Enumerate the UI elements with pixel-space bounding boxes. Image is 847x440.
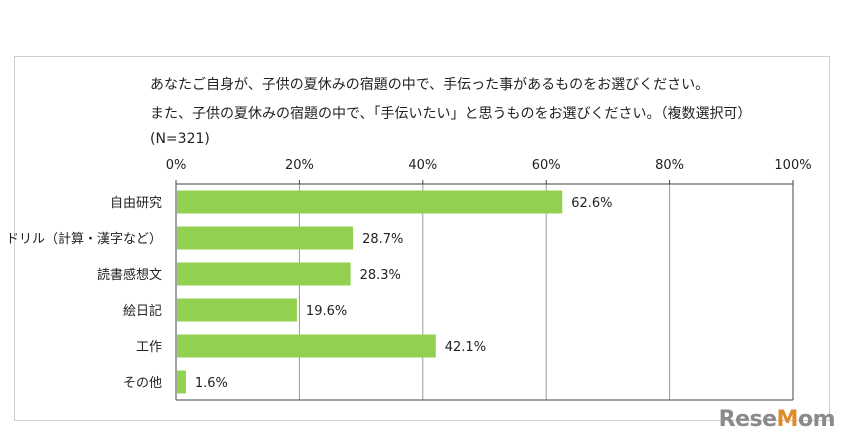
data-label: 28.3% (360, 268, 401, 283)
data-label: 62.6% (571, 196, 612, 211)
bar (177, 190, 563, 214)
category-label: 工作 (136, 340, 162, 355)
bar (177, 334, 436, 358)
x-tick-label: 100% (774, 158, 811, 173)
chart-frame (14, 56, 830, 421)
bar (177, 226, 354, 250)
chart-title-line-2: また、子供の夏休みの宿題の中で、「手伝いたい」と思うものをお選びください。（複数… (150, 106, 752, 122)
data-label: 19.6% (306, 304, 347, 319)
category-label: ドリル（計算・漢字など） (6, 231, 162, 247)
sample-size-label: (N=321) (150, 131, 210, 147)
x-tick-label: 40% (408, 158, 437, 173)
data-label: 1.6% (195, 376, 228, 391)
bar (177, 370, 186, 394)
data-label: 42.1% (445, 340, 486, 355)
bar (177, 262, 351, 286)
x-tick-label: 20% (285, 158, 314, 173)
category-label: 自由研究 (110, 196, 162, 211)
category-label: 絵日記 (123, 303, 162, 319)
x-tick-label: 0% (166, 158, 187, 173)
bar (177, 298, 297, 322)
x-tick-label: 60% (532, 158, 561, 173)
chart-title-line-1: あなたご自身が、子供の夏休みの宿題の中で、手伝った事があるものをお選びください。 (150, 77, 710, 93)
category-label: その他 (123, 376, 162, 391)
data-label: 28.7% (362, 232, 403, 247)
resemom-logo: ReseMom (718, 407, 836, 432)
category-label: 読書感想文 (97, 267, 162, 283)
x-tick-label: 80% (655, 158, 684, 173)
